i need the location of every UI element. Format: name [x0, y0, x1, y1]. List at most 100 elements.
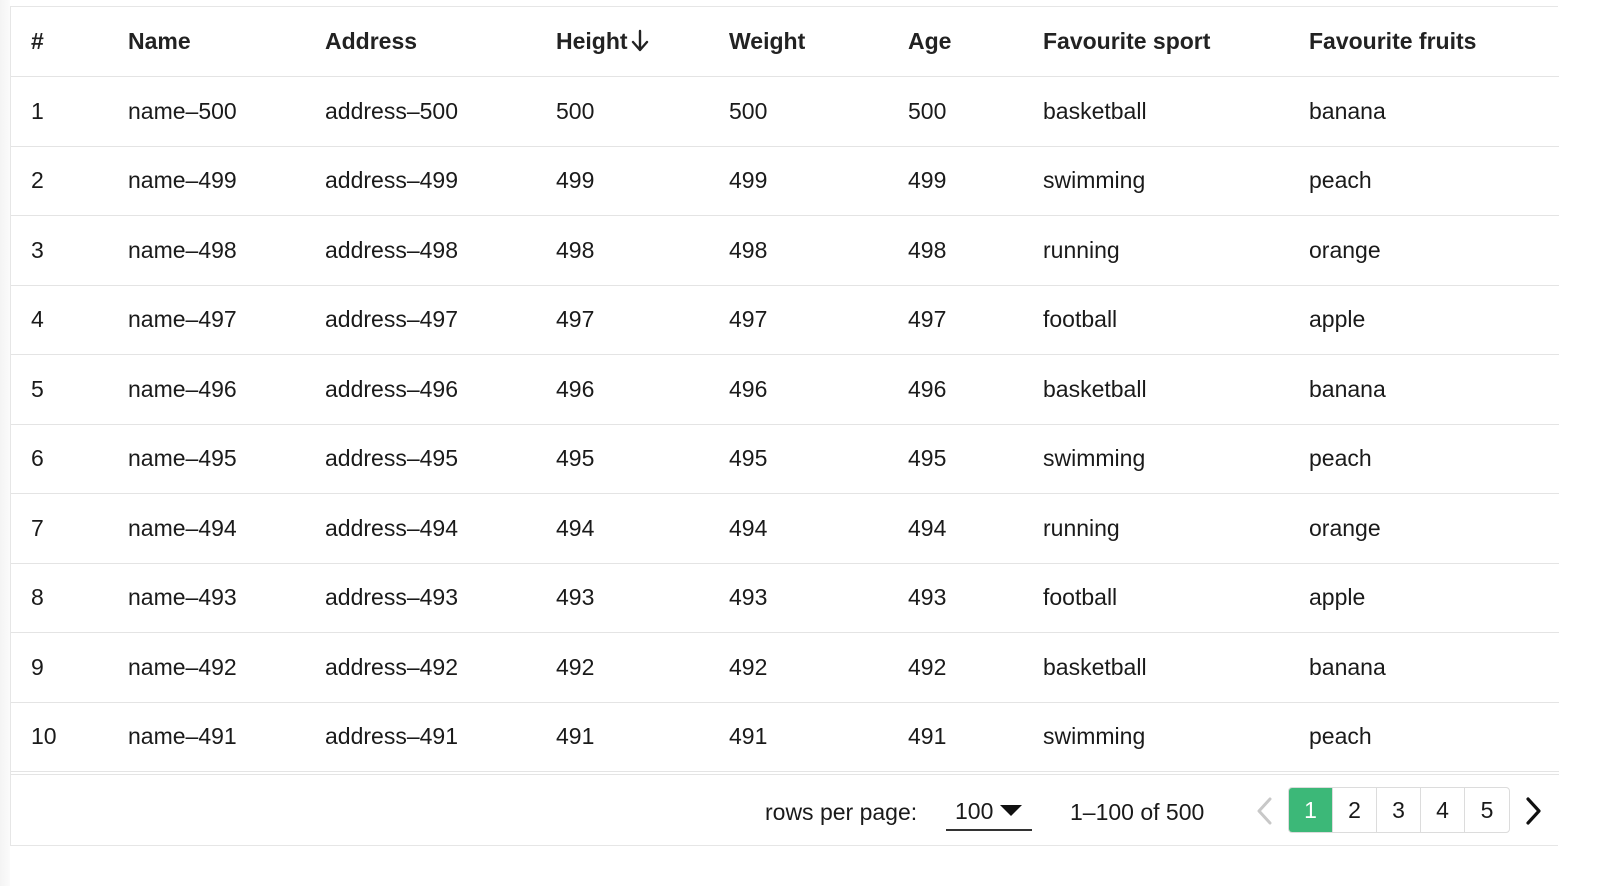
page-button-1[interactable]: 1 [1289, 788, 1333, 832]
cell-height: 494 [556, 493, 729, 564]
cell-age: 497 [908, 285, 1043, 355]
cell-age: 493 [908, 563, 1043, 633]
cell-weight: 497 [729, 285, 908, 355]
rows-per-page-label: rows per page: [765, 799, 918, 825]
rows-per-page-value: 100 [955, 798, 994, 824]
pagination-range-text: 1–100 of 500 [1070, 799, 1205, 825]
cell-weight: 499 [729, 146, 908, 216]
cell-index: 1 [11, 76, 128, 147]
cell-weight: 493 [729, 563, 908, 633]
cell-height: 498 [556, 215, 729, 286]
cell-height: 495 [556, 424, 729, 494]
column-header-address[interactable]: Address [325, 7, 556, 77]
cell-favourite-fruits: banana [1309, 76, 1559, 147]
column-header-name[interactable]: Name [128, 7, 325, 77]
chevron-left-icon [1257, 797, 1272, 825]
cell-address: address–492 [325, 632, 556, 703]
cell-height: 493 [556, 563, 729, 633]
cell-favourite-fruits: peach [1309, 146, 1559, 216]
cell-age: 491 [908, 702, 1043, 772]
cell-age: 494 [908, 493, 1043, 564]
cell-favourite-sport: basketball [1043, 632, 1309, 703]
table-row[interactable]: 6 name–495 address–495 495 495 495 swimming pea… [11, 424, 1559, 494]
cell-address: address–498 [325, 215, 556, 286]
page-button-3[interactable]: 3 [1377, 788, 1421, 832]
table-row[interactable]: 1 name–500 address–500 500 500 500 basketball b… [11, 76, 1559, 147]
cell-index: 5 [11, 354, 128, 425]
left-edge-shadow [0, 0, 10, 886]
cell-height: 499 [556, 146, 729, 216]
cell-address: address–495 [325, 424, 556, 494]
column-header-height[interactable]: Height [556, 7, 729, 77]
cell-index: 2 [11, 146, 128, 216]
arrow-down-icon[interactable] [630, 29, 650, 53]
chevron-right-icon [1526, 797, 1541, 825]
table-row[interactable]: 8 name–493 address–493 493 493 493 football app… [11, 563, 1559, 633]
cell-address: address–491 [325, 702, 556, 772]
table-row[interactable]: 2 name–499 address–499 499 499 499 swimming pea… [11, 146, 1559, 216]
column-header-age[interactable]: Age [908, 7, 1043, 77]
cell-favourite-sport: football [1043, 285, 1309, 355]
cell-index: 6 [11, 424, 128, 494]
cell-name: name–496 [128, 354, 325, 425]
cell-height: 496 [556, 354, 729, 425]
rows-per-page-select[interactable]: 100 [946, 789, 1032, 831]
table-row[interactable]: 10 name–491 address–491 491 491 491 swimming pe… [11, 702, 1559, 772]
cell-favourite-sport: basketball [1043, 76, 1309, 147]
cell-favourite-fruits: apple [1309, 285, 1559, 355]
column-header-index[interactable]: # [11, 7, 128, 77]
cell-name: name–500 [128, 76, 325, 147]
cell-age: 500 [908, 76, 1043, 147]
cell-favourite-sport: swimming [1043, 146, 1309, 216]
cell-age: 496 [908, 354, 1043, 425]
cell-address: address–494 [325, 493, 556, 564]
data-table-panel: # Name Address Height Weight Age Favouri… [10, 6, 1559, 846]
page-button-4[interactable]: 4 [1421, 788, 1465, 832]
cell-favourite-sport: swimming [1043, 702, 1309, 772]
cell-address: address–496 [325, 354, 556, 425]
cell-index: 4 [11, 285, 128, 355]
cell-weight: 491 [729, 702, 908, 772]
cell-favourite-sport: swimming [1043, 424, 1309, 494]
column-header-weight[interactable]: Weight [729, 7, 908, 77]
cell-age: 499 [908, 146, 1043, 216]
cell-height: 491 [556, 702, 729, 772]
cell-address: address–499 [325, 146, 556, 216]
cell-index: 3 [11, 215, 128, 286]
page-button-5[interactable]: 5 [1480, 797, 1494, 823]
cell-favourite-fruits: peach [1309, 702, 1559, 772]
cell-favourite-fruits: orange [1309, 493, 1559, 564]
table-header-row: # Name Address Height Weight Age Favouri… [11, 7, 1559, 77]
page-button-2[interactable]: 2 [1333, 788, 1377, 832]
cell-name: name–493 [128, 563, 325, 633]
cell-name: name–491 [128, 702, 325, 772]
previous-page-button[interactable] [1247, 789, 1283, 833]
cell-weight: 500 [729, 76, 908, 147]
cell-favourite-sport: running [1043, 215, 1309, 286]
cell-favourite-fruits: apple [1309, 563, 1559, 633]
cell-index: 8 [11, 563, 128, 633]
column-header-favourite-sport[interactable]: Favourite sport [1043, 7, 1309, 77]
cell-name: name–495 [128, 424, 325, 494]
cell-address: address–500 [325, 76, 556, 147]
cell-favourite-sport: football [1043, 563, 1309, 633]
cell-name: name–494 [128, 493, 325, 564]
table-body: 1 name–500 address–500 500 500 500 basketball b… [11, 76, 1559, 772]
table-row[interactable]: 7 name–494 address–494 494 494 494 running oran… [11, 493, 1559, 564]
table-row[interactable]: 3 name–498 address–498 498 498 498 running oran… [11, 215, 1559, 286]
cell-index: 7 [11, 493, 128, 564]
cell-name: name–497 [128, 285, 325, 355]
cell-favourite-fruits: orange [1309, 215, 1559, 286]
cell-address: address–493 [325, 563, 556, 633]
table-row[interactable]: 9 name–492 address–492 492 492 492 basketball b… [11, 632, 1559, 703]
cell-weight: 496 [729, 354, 908, 425]
table-row[interactable]: 4 name–497 address–497 497 497 497 football app… [11, 285, 1559, 355]
table-row[interactable]: 5 name–496 address–496 496 496 496 basketball b… [11, 354, 1559, 425]
next-page-button[interactable] [1515, 789, 1551, 833]
cell-index: 9 [11, 632, 128, 703]
caret-down-icon [1000, 805, 1022, 816]
column-header-favourite-fruits[interactable]: Favourite fruits [1309, 7, 1559, 77]
cell-favourite-fruits: banana [1309, 632, 1559, 703]
cell-address: address–497 [325, 285, 556, 355]
